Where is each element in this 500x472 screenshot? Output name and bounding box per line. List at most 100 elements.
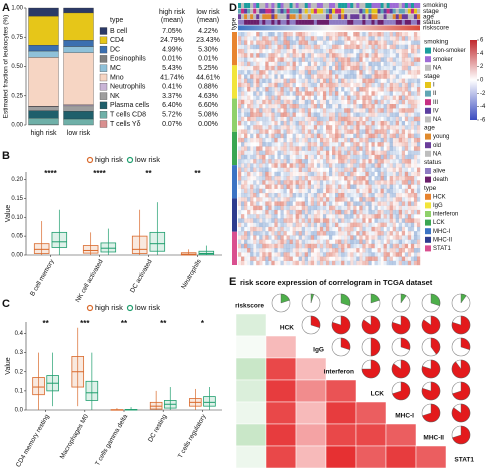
heatmap-cell	[386, 197, 390, 202]
heatmap-cell	[386, 57, 390, 62]
heatmap-cell	[265, 57, 269, 62]
significance: **	[42, 319, 49, 328]
heatmap-cell	[356, 235, 360, 240]
legend-label: low risk	[135, 303, 160, 312]
heatmap-cell	[377, 231, 381, 236]
heatmap-cell	[408, 74, 411, 78]
heatmap-cell	[268, 40, 272, 45]
heatmap-cell	[316, 201, 321, 206]
heatmap-cell	[256, 48, 260, 54]
heatmap-cell	[359, 36, 363, 41]
heatmap-cell	[277, 248, 281, 253]
heatmap-cell	[386, 222, 390, 228]
heatmap-cell	[378, 125, 381, 129]
heatmap-cell	[325, 248, 330, 253]
legend-label: IgG	[433, 203, 443, 209]
heatmap-cell	[304, 260, 308, 266]
heatmap-cell	[286, 36, 290, 41]
heatmap-cell	[356, 201, 360, 206]
heatmap-cell	[250, 74, 254, 79]
track-cell	[250, 8, 254, 14]
y-tick-label: 0.15	[11, 196, 23, 202]
heatmap-cell	[365, 159, 369, 164]
pie-wedge	[361, 315, 381, 335]
heatmap-cell	[359, 209, 363, 215]
heatmap-cell	[350, 171, 354, 177]
heatmap-cell	[280, 159, 284, 164]
track-cell	[344, 3, 348, 8]
heatmap-cell	[359, 129, 363, 134]
heatmap-cell	[292, 44, 296, 50]
heatmap-cell	[398, 188, 402, 194]
heatmap-cell	[395, 205, 399, 211]
heatmap-cell	[407, 218, 412, 223]
heatmap-cell	[313, 167, 318, 172]
heatmap-cell	[416, 226, 421, 232]
corr-square	[265, 357, 297, 381]
heatmap-cell	[247, 218, 251, 223]
heatmap-cell	[307, 205, 311, 211]
heatmap-cell	[374, 150, 378, 156]
heatmap-cell	[413, 201, 418, 206]
heatmap-cell	[316, 180, 321, 185]
track-cell	[238, 14, 242, 20]
heatmap-cell	[395, 150, 399, 156]
heatmap-cell	[377, 104, 381, 109]
legend-swatch	[425, 47, 431, 54]
heatmap-cell	[238, 184, 242, 189]
heatmap-cell	[413, 120, 418, 126]
heatmap-cell	[319, 260, 324, 266]
variable-label: riskscore	[235, 303, 264, 310]
heatmap-cell	[298, 184, 302, 189]
heatmap-cell	[386, 150, 390, 156]
heatmap-cell	[313, 65, 318, 71]
value-label: 0.01%	[162, 56, 182, 63]
heatmap-cell	[401, 235, 406, 240]
heatmap-cell	[389, 137, 393, 143]
heatmap-cell	[344, 192, 348, 198]
heatmap-cell	[368, 95, 372, 100]
heatmap-cell	[238, 154, 242, 160]
heatmap-cell	[371, 57, 375, 62]
heatmap-cell	[402, 117, 405, 121]
heatmap-cell	[416, 70, 421, 75]
heatmap-cell	[341, 125, 345, 130]
heatmap-cell	[268, 197, 272, 202]
track-cell	[389, 8, 393, 14]
heatmap-cell	[362, 70, 366, 75]
heatmap-cell	[301, 142, 305, 147]
heatmap-cell	[307, 197, 311, 202]
heatmap-cell	[377, 40, 381, 45]
heatmap-cell	[353, 129, 357, 134]
heatmap-cell	[405, 227, 408, 231]
track-cell	[410, 8, 415, 14]
heatmap-cell	[259, 32, 263, 37]
heatmap-cell	[286, 104, 290, 109]
heatmap-cell	[368, 201, 372, 206]
heatmap-cell	[377, 159, 381, 164]
heatmap-cell	[410, 209, 415, 215]
heatmap-cell	[259, 163, 263, 168]
pie-wedge	[391, 359, 411, 379]
heatmap-cell	[325, 53, 330, 58]
heatmap-cell	[292, 214, 296, 219]
heatmap-cell	[268, 129, 271, 133]
heatmap-cell	[404, 91, 409, 96]
heatmap-cell	[316, 125, 321, 130]
heatmap-cell	[301, 65, 305, 71]
heatmap-cell	[407, 150, 412, 156]
legend-label: Eosinophils	[110, 56, 146, 63]
heatmap-cell	[277, 214, 280, 218]
heatmap-cell	[383, 180, 387, 185]
heatmap-cell	[389, 214, 393, 219]
heatmap-cell	[413, 243, 418, 249]
heatmap-cell	[350, 40, 354, 45]
heatmap-cell	[410, 142, 415, 147]
heatmap-cell	[392, 32, 396, 37]
heatmap-cell	[378, 146, 381, 150]
heatmap-cell	[310, 87, 315, 92]
colorbar	[470, 40, 477, 120]
heatmap-cell	[265, 171, 269, 177]
heatmap-cell	[286, 65, 290, 71]
heatmap-cell	[253, 171, 257, 177]
